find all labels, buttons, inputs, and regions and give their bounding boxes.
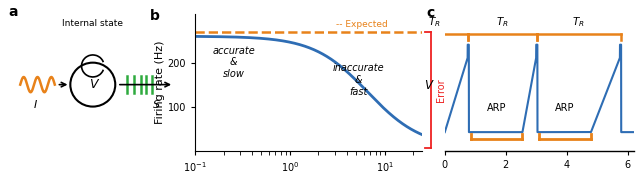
Text: V: V (88, 78, 97, 91)
Text: V: V (424, 79, 432, 92)
Text: S: S (153, 100, 160, 110)
Text: b: b (150, 9, 159, 23)
Text: a: a (8, 5, 18, 19)
Text: ARP: ARP (556, 103, 575, 113)
Text: inaccurate
&
fast: inaccurate & fast (333, 63, 385, 97)
Text: Error: Error (436, 78, 445, 102)
Text: $T_R$: $T_R$ (428, 15, 440, 29)
Text: I: I (34, 100, 37, 110)
Text: ARP: ARP (487, 103, 506, 113)
Y-axis label: Firing rate (Hz): Firing rate (Hz) (155, 41, 165, 124)
Text: -- Expected: -- Expected (336, 20, 388, 29)
Text: Internal state: Internal state (62, 19, 124, 28)
Text: accurate
&
slow: accurate & slow (212, 46, 255, 79)
Text: $T_R$: $T_R$ (496, 15, 509, 29)
Text: $T_R$: $T_R$ (572, 15, 585, 29)
Text: c: c (426, 6, 434, 20)
